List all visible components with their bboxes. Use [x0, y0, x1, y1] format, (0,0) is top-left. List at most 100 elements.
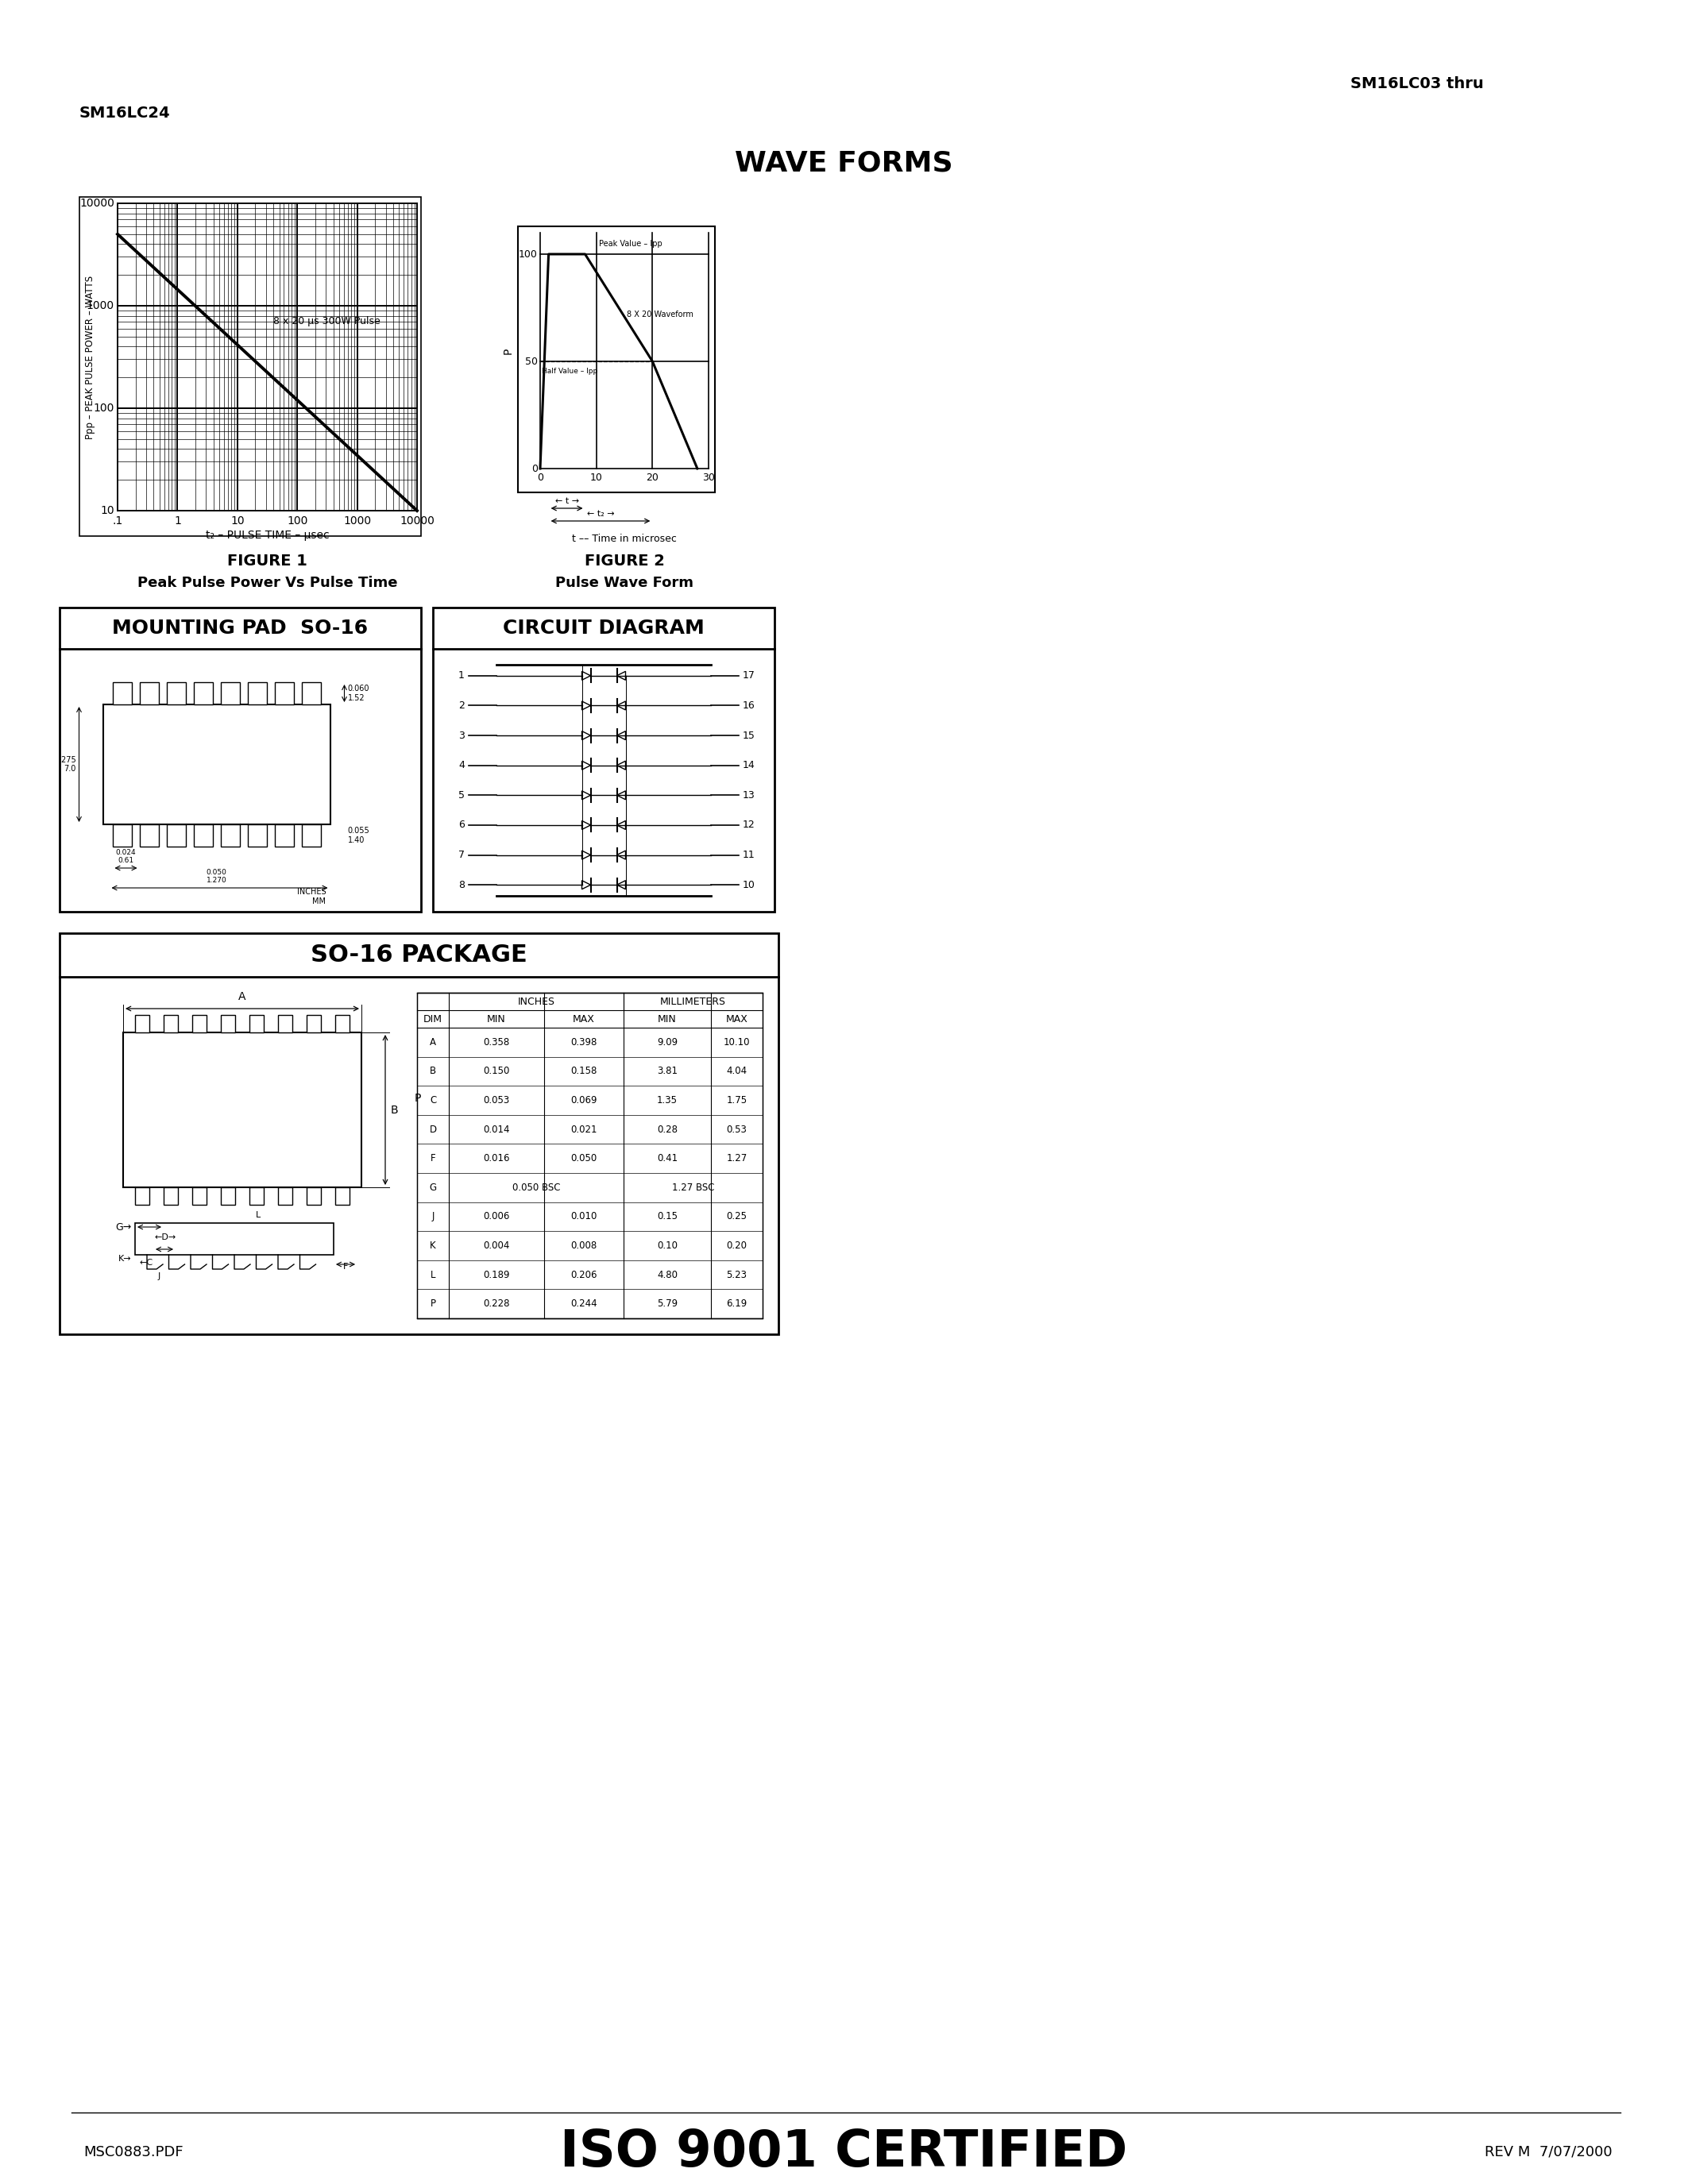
Text: 0: 0 — [537, 472, 544, 483]
Text: 0.004: 0.004 — [483, 1241, 510, 1251]
Text: SO-16 PACKAGE: SO-16 PACKAGE — [311, 943, 527, 968]
Text: 50: 50 — [525, 356, 538, 367]
Bar — [248, 823, 267, 847]
Text: 10.10: 10.10 — [724, 1037, 749, 1048]
Text: 0.050 BSC: 0.050 BSC — [511, 1182, 560, 1192]
Text: 10000: 10000 — [79, 199, 115, 210]
Text: 10000: 10000 — [400, 515, 434, 526]
Text: Peak Pulse Power Vs Pulse Time: Peak Pulse Power Vs Pulse Time — [137, 577, 397, 590]
Bar — [336, 1016, 349, 1033]
Bar — [307, 1016, 321, 1033]
Text: 1: 1 — [459, 670, 464, 681]
Text: 10: 10 — [230, 515, 245, 526]
Text: 0.41: 0.41 — [657, 1153, 677, 1164]
Bar — [59, 933, 778, 1334]
Text: 8 X 20 Waveform: 8 X 20 Waveform — [626, 310, 694, 319]
Text: 10: 10 — [591, 472, 603, 483]
Text: 4.04: 4.04 — [726, 1066, 748, 1077]
Text: 1.27: 1.27 — [726, 1153, 748, 1164]
Text: 1.27 BSC: 1.27 BSC — [672, 1182, 714, 1192]
Text: 30: 30 — [702, 472, 716, 483]
Text: 4.80: 4.80 — [657, 1269, 677, 1280]
Text: 1.35: 1.35 — [657, 1094, 677, 1105]
Text: 6: 6 — [459, 819, 464, 830]
Bar — [123, 1033, 361, 1188]
Text: 0.228: 0.228 — [483, 1299, 510, 1308]
Text: MIN: MIN — [658, 1013, 677, 1024]
Text: G→: G→ — [115, 1221, 132, 1232]
Bar — [432, 607, 775, 911]
Text: P: P — [415, 1092, 422, 1103]
Text: 8 x 20 μs 300W Pulse: 8 x 20 μs 300W Pulse — [273, 317, 380, 328]
Text: 14: 14 — [743, 760, 755, 771]
Bar — [279, 1188, 292, 1206]
Text: 9.09: 9.09 — [657, 1037, 677, 1048]
Polygon shape — [582, 760, 591, 769]
Text: MSC0883.PDF: MSC0883.PDF — [83, 2145, 184, 2160]
Text: B: B — [430, 1066, 436, 1077]
Bar — [248, 681, 267, 705]
Text: 17: 17 — [743, 670, 755, 681]
Text: 0.20: 0.20 — [726, 1241, 748, 1251]
Bar — [192, 1016, 206, 1033]
Bar — [221, 1188, 235, 1206]
Bar — [279, 1016, 292, 1033]
Text: Half Value – Ipp: Half Value – Ipp — [542, 367, 598, 376]
Bar — [250, 1016, 263, 1033]
Text: K: K — [430, 1241, 436, 1251]
Text: 0.021: 0.021 — [571, 1125, 598, 1133]
Text: 0.069: 0.069 — [571, 1094, 598, 1105]
Text: 0: 0 — [532, 463, 538, 474]
Text: 10: 10 — [100, 505, 115, 515]
Text: 4: 4 — [459, 760, 464, 771]
Text: 0.016: 0.016 — [483, 1153, 510, 1164]
Text: B: B — [392, 1105, 398, 1116]
Text: ←C: ←C — [138, 1258, 152, 1267]
Text: 15: 15 — [743, 729, 755, 740]
Bar — [167, 681, 186, 705]
Bar — [417, 994, 763, 1319]
Bar — [135, 1188, 149, 1206]
Polygon shape — [616, 760, 626, 769]
Text: 0.206: 0.206 — [571, 1269, 598, 1280]
Bar — [135, 1223, 334, 1256]
Text: .275
7.0: .275 7.0 — [59, 756, 76, 773]
Text: MIN: MIN — [488, 1013, 506, 1024]
Polygon shape — [582, 732, 591, 740]
Text: 0.006: 0.006 — [483, 1212, 510, 1221]
Text: 0.055
1.40: 0.055 1.40 — [348, 828, 370, 843]
Text: 0.189: 0.189 — [483, 1269, 510, 1280]
Text: D: D — [429, 1125, 437, 1133]
Text: 8: 8 — [459, 880, 464, 891]
Text: SM16LC24: SM16LC24 — [79, 105, 170, 120]
Text: 1000: 1000 — [86, 299, 115, 312]
Text: 13: 13 — [743, 791, 755, 799]
Text: 100: 100 — [93, 402, 115, 413]
Text: 0.158: 0.158 — [571, 1066, 598, 1077]
Text: Ppp – PEAK PULSE POWER – WATTS: Ppp – PEAK PULSE POWER – WATTS — [86, 275, 96, 439]
Text: 0.050: 0.050 — [571, 1153, 598, 1164]
Bar — [164, 1016, 177, 1033]
Polygon shape — [582, 821, 591, 830]
Bar — [518, 227, 716, 491]
Text: A: A — [238, 992, 246, 1002]
Text: 16: 16 — [743, 701, 755, 710]
Text: 11: 11 — [743, 850, 755, 860]
Polygon shape — [616, 821, 626, 830]
Text: J: J — [157, 1273, 160, 1280]
Polygon shape — [616, 791, 626, 799]
Text: t –– Time in microsec: t –– Time in microsec — [572, 533, 677, 544]
Text: 3.81: 3.81 — [657, 1066, 677, 1077]
Text: 0.060
1.52: 0.060 1.52 — [348, 686, 370, 701]
Text: 5.23: 5.23 — [726, 1269, 748, 1280]
Text: Peak Value – Ipp: Peak Value – Ipp — [599, 240, 662, 247]
Text: t₂ – PULSE TIME – μsec: t₂ – PULSE TIME – μsec — [206, 531, 329, 542]
Text: J: J — [432, 1212, 434, 1221]
Text: 0.398: 0.398 — [571, 1037, 598, 1048]
Bar — [164, 1188, 177, 1206]
Text: A: A — [430, 1037, 436, 1048]
Text: F: F — [430, 1153, 436, 1164]
Text: 0.008: 0.008 — [571, 1241, 598, 1251]
Text: WAVE FORMS: WAVE FORMS — [734, 149, 952, 177]
Text: 7: 7 — [459, 850, 464, 860]
